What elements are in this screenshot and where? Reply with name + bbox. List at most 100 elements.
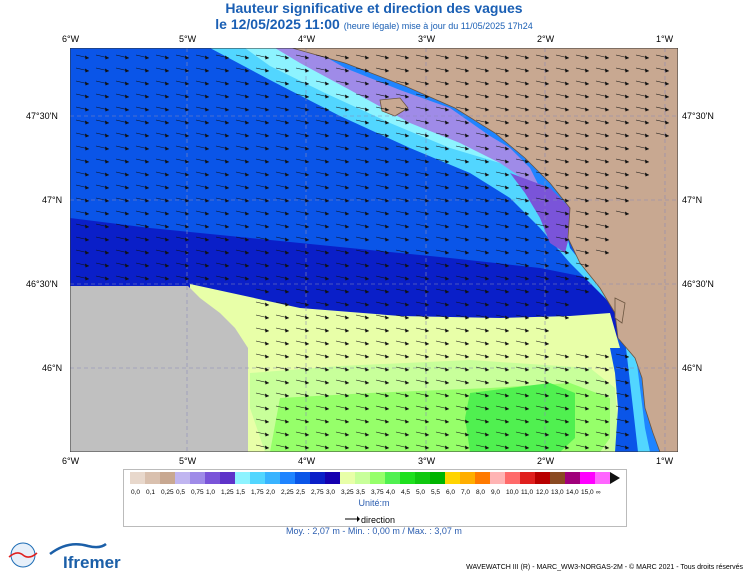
direction-arrow-head (145, 159, 149, 164)
direction-arrow-head (345, 211, 349, 216)
direction-arrow-head (645, 107, 649, 112)
direction-arrow-head (445, 133, 449, 138)
direction-arrow-head (265, 341, 269, 346)
map-title: Hauteur significative et direction des v… (225, 0, 523, 16)
direction-arrow-head (325, 393, 329, 398)
direction-arrow-head (185, 120, 189, 125)
direction-arrow-head (245, 172, 249, 177)
direction-arrow-head (205, 146, 209, 151)
direction-arrow-head (125, 94, 129, 99)
direction-arrow-head (505, 159, 509, 164)
direction-arrow-head (465, 328, 469, 333)
direction-arrow-head (545, 341, 549, 346)
direction-arrow-head (105, 224, 109, 229)
direction-arrow-head (185, 94, 189, 99)
legend-end-arrow (610, 472, 620, 484)
direction-arrow-head (425, 185, 429, 190)
direction-arrow-head (385, 406, 389, 411)
direction-arrow-head (285, 419, 289, 424)
direction-arrow-head (425, 289, 429, 294)
lon-label-top: 5°W (179, 34, 197, 44)
legend-swatch (385, 472, 400, 484)
direction-arrow-head (425, 445, 429, 450)
wave-height-map[interactable] (70, 48, 678, 452)
legend-tick-label: 3,0 (326, 489, 335, 496)
lat-label-left: 46°30'N (26, 279, 58, 289)
direction-arrow-head (405, 107, 409, 112)
direction-arrow-head (425, 315, 429, 320)
direction-arrow-head (285, 367, 289, 372)
direction-arrow-head (445, 237, 449, 242)
direction-arrow-head (405, 81, 409, 86)
direction-arrow-head (525, 276, 529, 281)
direction-arrow-head (425, 133, 429, 138)
direction-arrow-head (345, 406, 349, 411)
direction-arrow-head (525, 68, 529, 73)
direction-arrow-head (505, 419, 509, 424)
direction-arrow-head (425, 354, 429, 359)
direction-arrow-head (585, 406, 589, 411)
direction-arrow-head (345, 224, 349, 229)
direction-arrow-head (305, 328, 309, 333)
direction-arrow-head (465, 445, 469, 450)
direction-arrow-head (565, 250, 569, 255)
direction-arrow-head (605, 211, 609, 216)
direction-arrow-head (365, 354, 369, 359)
direction-arrow-head (285, 380, 289, 385)
direction-arrow-head (185, 211, 189, 216)
legend-swatch (550, 472, 565, 484)
direction-arrow-head (185, 198, 189, 203)
direction-arrow-head (425, 81, 429, 86)
direction-arrow-head (385, 159, 389, 164)
direction-arrow-head (125, 68, 129, 73)
direction-arrow-head (465, 341, 469, 346)
direction-arrow-head (485, 276, 489, 281)
direction-arrow-head (105, 81, 109, 86)
direction-arrow-head (625, 445, 629, 450)
legend-swatch (340, 472, 355, 484)
direction-arrow-head (645, 133, 649, 138)
direction-arrow-head (345, 107, 349, 112)
direction-arrow-head (485, 432, 489, 437)
direction-arrow-head (105, 68, 109, 73)
direction-arrow-head (325, 55, 329, 60)
direction-arrow-head (385, 328, 389, 333)
direction-arrow-head (85, 224, 89, 229)
direction-arrow-head (205, 159, 209, 164)
direction-arrow-head (665, 68, 669, 73)
direction-arrow-head (425, 276, 429, 281)
direction-arrow-head (505, 68, 509, 73)
direction-arrow-head (605, 406, 609, 411)
direction-arrow-head (385, 172, 389, 177)
direction-arrow-head (565, 276, 569, 281)
direction-arrow-head (565, 94, 569, 99)
direction-arrow-head (245, 133, 249, 138)
direction-arrow-head (445, 159, 449, 164)
direction-arrow-head (465, 289, 469, 294)
direction-arrow-head (485, 133, 489, 138)
no-data-area (70, 286, 248, 452)
direction-arrow-head (305, 224, 309, 229)
direction-arrow-head (525, 315, 529, 320)
direction-arrow-head (325, 328, 329, 333)
coast-band-south-2-25 (610, 348, 640, 452)
direction-arrow-head (545, 159, 549, 164)
direction-arrow-head (425, 380, 429, 385)
legend-swatch (280, 472, 295, 484)
direction-arrow-head (365, 198, 369, 203)
direction-arrow-head (105, 120, 109, 125)
direction-arrow-head (465, 120, 469, 125)
direction-arrow-head (165, 81, 169, 86)
direction-arrow-head (425, 237, 429, 242)
direction-arrow-head (345, 432, 349, 437)
direction-arrow-head (405, 120, 409, 125)
direction-arrow-head (325, 315, 329, 320)
direction-arrow-head (105, 146, 109, 151)
direction-arrow-head (425, 68, 429, 73)
direction-arrow-head (325, 237, 329, 242)
direction-arrow-head (605, 94, 609, 99)
direction-arrow-head (425, 120, 429, 125)
direction-arrow-head (305, 315, 309, 320)
direction-arrow-head (265, 367, 269, 372)
direction-arrow-head (285, 263, 289, 268)
